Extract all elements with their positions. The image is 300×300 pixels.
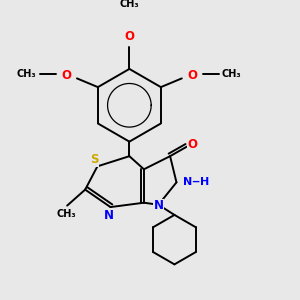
Text: CH₃: CH₃	[120, 0, 139, 9]
Text: N‒H: N‒H	[183, 177, 209, 187]
Text: O: O	[188, 138, 198, 151]
Text: O: O	[61, 69, 71, 82]
Text: S: S	[90, 154, 98, 166]
Text: CH₃: CH₃	[57, 209, 76, 219]
Text: O: O	[188, 69, 198, 82]
Text: O: O	[124, 30, 134, 43]
Text: N: N	[104, 209, 114, 222]
Text: CH₃: CH₃	[221, 69, 241, 79]
Text: N: N	[154, 199, 164, 212]
Text: CH₃: CH₃	[16, 69, 36, 79]
